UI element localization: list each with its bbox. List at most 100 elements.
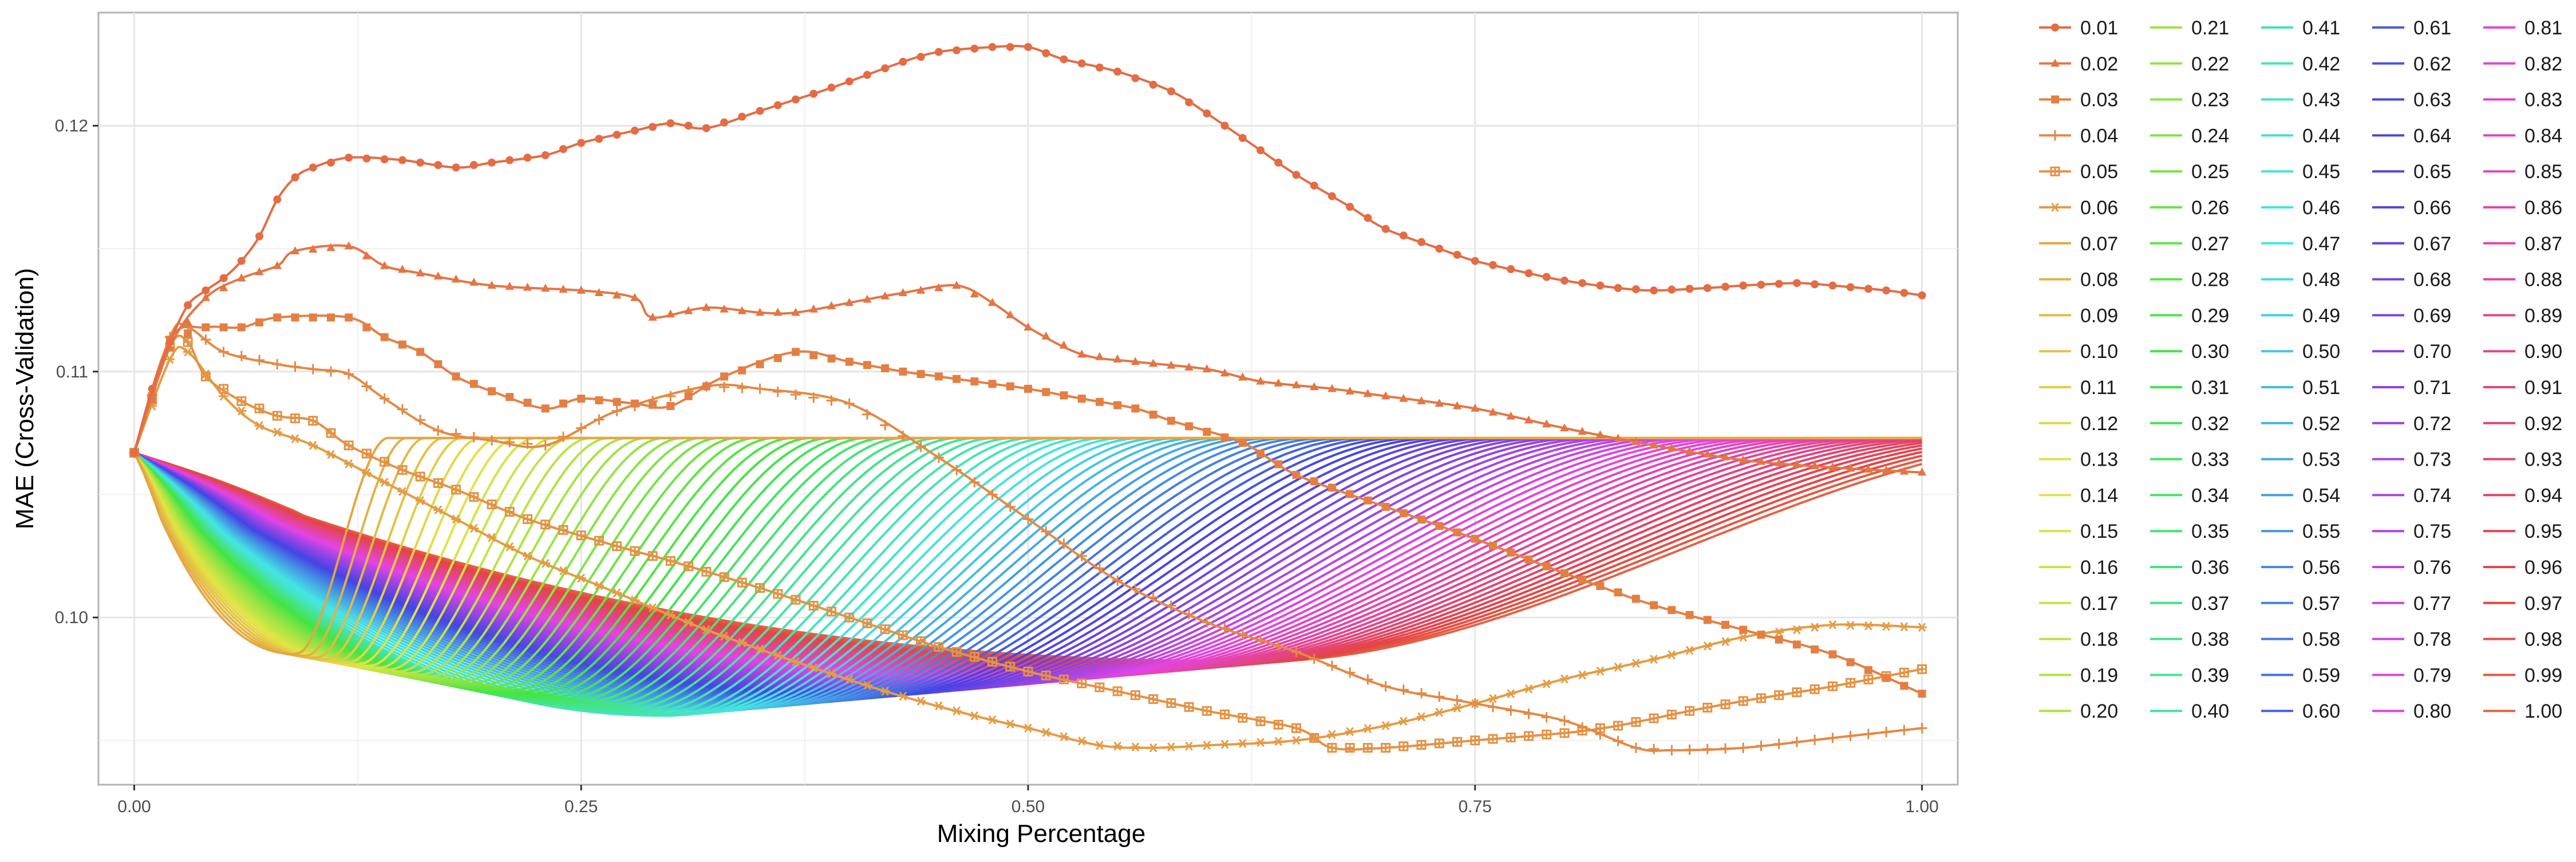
legend-label: 0.89 xyxy=(2524,305,2562,326)
series-point xyxy=(845,357,854,366)
series-point xyxy=(970,44,979,53)
series-point xyxy=(541,151,550,159)
x-axis-title: Mixing Percentage xyxy=(937,820,1145,848)
series-point xyxy=(1060,55,1068,64)
series-point xyxy=(236,406,247,416)
legend-label: 0.70 xyxy=(2413,341,2451,363)
legend-label: 0.57 xyxy=(2302,593,2340,615)
series-point xyxy=(1523,709,1534,719)
series-point xyxy=(1488,694,1498,703)
series-point xyxy=(451,428,461,439)
series-point xyxy=(934,372,943,381)
series-point xyxy=(880,420,891,431)
series-point xyxy=(1703,284,1712,292)
series-point xyxy=(1363,389,1373,397)
series-point xyxy=(237,273,246,282)
series-point xyxy=(702,382,710,391)
series-point xyxy=(1042,388,1050,396)
series-point xyxy=(1005,662,1016,672)
series-point xyxy=(380,456,390,467)
legend-label: 0.73 xyxy=(2413,449,2451,471)
series-point xyxy=(595,396,603,404)
series-point xyxy=(219,323,228,332)
series-point xyxy=(1917,723,1927,734)
series-point xyxy=(844,612,855,623)
series-point xyxy=(1542,419,1551,428)
series-point xyxy=(309,245,318,253)
series-point xyxy=(1489,541,1497,550)
series-point xyxy=(1095,741,1105,750)
legend-label: 0.24 xyxy=(2191,125,2229,147)
series-point xyxy=(792,348,800,356)
legend-label: 0.98 xyxy=(2524,629,2562,651)
series-point xyxy=(1453,528,1461,537)
series-point xyxy=(738,366,746,375)
series-point xyxy=(1577,670,1587,680)
legend-label: 0.28 xyxy=(2191,269,2229,291)
series-point xyxy=(1148,743,1159,753)
series-point xyxy=(1827,733,1838,743)
series-point xyxy=(1809,623,1820,632)
legend-label: 0.08 xyxy=(2080,269,2118,291)
series-point xyxy=(1059,340,1069,349)
series-point xyxy=(1560,276,1568,285)
series-point xyxy=(541,404,550,413)
series-point xyxy=(1327,483,1336,492)
legend-label: 0.49 xyxy=(2302,305,2340,326)
series-point xyxy=(899,367,907,376)
series-point xyxy=(1524,269,1533,278)
series-point xyxy=(809,89,818,98)
series-point xyxy=(1845,730,1856,742)
series-point xyxy=(1435,245,1444,253)
series-point xyxy=(665,610,675,620)
series-point xyxy=(1614,284,1622,292)
series-point xyxy=(1130,584,1141,595)
series-point xyxy=(1291,380,1301,388)
series-point xyxy=(1702,743,1713,754)
series-point xyxy=(1882,674,1891,682)
series-point xyxy=(1470,735,1480,746)
series-point xyxy=(594,414,605,425)
series-point xyxy=(1792,459,1801,468)
series-point xyxy=(719,572,729,582)
series-point xyxy=(827,301,836,309)
series-point xyxy=(1202,741,1212,750)
series-point xyxy=(1346,490,1354,498)
series-point xyxy=(1881,621,1891,631)
series-point xyxy=(684,392,693,400)
legend-label: 0.16 xyxy=(2080,557,2118,578)
series-point xyxy=(845,77,854,86)
series-point xyxy=(1685,706,1695,716)
legend-label: 0.81 xyxy=(2524,17,2562,39)
series-point xyxy=(1219,623,1230,634)
series-point xyxy=(1399,509,1408,518)
series-point xyxy=(594,288,604,297)
series-point xyxy=(1148,694,1159,704)
series-point xyxy=(612,588,622,598)
legend-label: 0.37 xyxy=(2191,593,2229,615)
series-point xyxy=(684,121,693,130)
series-point xyxy=(1792,279,1801,288)
series-point xyxy=(380,478,390,487)
legend-label: 0.65 xyxy=(2413,161,2451,183)
series-point xyxy=(1560,569,1568,577)
series-point xyxy=(1631,285,1640,293)
legend-label: 0.13 xyxy=(2080,449,2118,471)
series-point xyxy=(1899,725,1910,735)
series-point xyxy=(1273,737,1283,746)
series-point xyxy=(1489,261,1497,269)
legend-label: 0.14 xyxy=(2080,485,2118,506)
legend-label: 0.17 xyxy=(2080,593,2118,615)
series-point xyxy=(970,289,979,298)
series-point xyxy=(1167,360,1176,369)
series-point xyxy=(933,452,944,463)
series-point xyxy=(309,313,317,322)
series-point xyxy=(1310,477,1318,486)
series-point xyxy=(468,432,479,443)
series-point xyxy=(1523,731,1534,741)
series-point xyxy=(1095,397,1104,406)
series-point xyxy=(1917,623,1927,632)
series-point xyxy=(1327,743,1337,753)
series-point xyxy=(327,313,335,322)
x-tick-label: 0.50 xyxy=(1012,797,1045,816)
